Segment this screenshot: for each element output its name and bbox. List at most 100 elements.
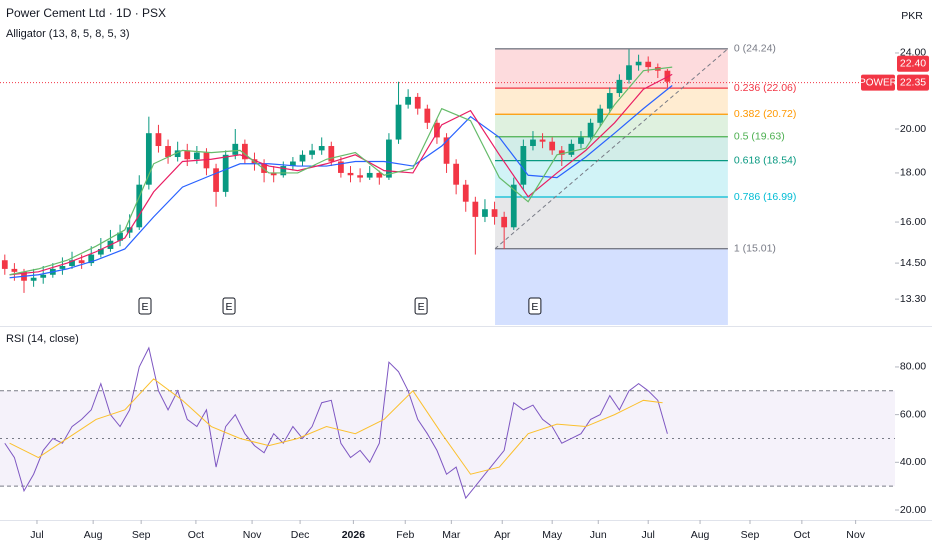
candle-body	[539, 139, 546, 142]
fib-label: 0 (24.24)	[734, 43, 776, 55]
candle-body	[280, 166, 287, 176]
candle-body	[78, 260, 85, 264]
candle-body	[59, 265, 66, 269]
candle-body	[203, 152, 210, 169]
symbol-tag	[861, 74, 895, 91]
candle-body	[261, 163, 267, 173]
candle-body	[568, 143, 575, 155]
candle-body	[549, 141, 556, 151]
earnings-marker	[138, 297, 152, 315]
candle-body	[386, 139, 392, 178]
price-tag	[897, 74, 929, 91]
fib-label: 0.5 (19.63)	[734, 131, 785, 143]
earnings-marker	[414, 297, 428, 315]
earnings-marker	[528, 297, 542, 315]
candle-body	[299, 154, 306, 162]
rsi-title: RSI (14, close)	[6, 333, 79, 345]
price-tag-label: 22.35	[900, 76, 926, 88]
x-tick-label: Aug	[84, 529, 103, 541]
candle-body	[155, 133, 162, 147]
earnings-label: E	[141, 301, 148, 313]
price-tag	[897, 55, 929, 72]
candle-body	[376, 172, 383, 178]
candle-body	[424, 108, 431, 123]
rsi-line	[9, 378, 663, 475]
y-tick-label: 20.00	[900, 504, 926, 516]
x-tick-label: Oct	[188, 529, 204, 541]
candle-body	[145, 133, 152, 185]
price-tag-label: 22.40	[900, 58, 926, 70]
candle-body	[635, 61, 642, 66]
candle-body	[530, 139, 536, 147]
candle-body	[510, 184, 517, 228]
y-tick-label: 40.00	[900, 456, 926, 468]
fib-zone	[495, 160, 728, 198]
x-tick-label: May	[542, 529, 563, 541]
fib-zone	[495, 197, 728, 249]
x-tick-label: Apr	[494, 529, 511, 541]
candle-body	[414, 96, 421, 109]
candle-body	[11, 268, 18, 272]
candle-body	[578, 137, 584, 144]
candle-body	[558, 150, 565, 155]
candle-body	[270, 172, 277, 176]
chart-title: Power Cement Ltd · 1D · PSX	[6, 6, 166, 20]
x-tick-label: Jul	[641, 529, 654, 541]
x-tick-label: Oct	[794, 529, 810, 541]
fib-label: 0.236 (22.06)	[734, 82, 796, 94]
earnings-marker	[222, 297, 236, 315]
fib-zone	[495, 136, 728, 161]
candle-body	[395, 104, 402, 140]
candle-body	[318, 146, 325, 151]
candle-body	[40, 274, 47, 278]
candle-body	[136, 184, 143, 228]
y-tick-label: 80.00	[900, 361, 926, 373]
x-tick-label: Jul	[30, 529, 43, 541]
y-tick-label: 20.00	[900, 123, 926, 135]
fib-label: 0.786 (16.99)	[734, 191, 796, 203]
earnings-label: E	[531, 301, 538, 313]
y-tick-label: 60.00	[900, 408, 926, 420]
x-tick-label: 2026	[342, 529, 366, 541]
candle-body	[69, 260, 75, 266]
candle-body	[357, 175, 363, 178]
candle-body	[443, 137, 450, 164]
y-tick-label: 14.50	[900, 257, 926, 269]
candle-body	[290, 161, 296, 167]
x-tick-label: Nov	[243, 529, 262, 541]
currency: PKR	[901, 10, 923, 22]
alligator-line	[9, 73, 673, 276]
indicator-title: Alligator (13, 8, 5, 8, 5, 3)	[6, 28, 130, 40]
candle-body	[184, 150, 191, 160]
earnings-label: E	[418, 301, 425, 313]
fib-label: 0.382 (20.72)	[734, 108, 796, 120]
candle-body	[222, 154, 229, 192]
candle-body	[328, 146, 335, 162]
candle-body	[88, 254, 95, 264]
candle-body	[520, 146, 527, 185]
candle-body	[117, 232, 123, 241]
x-tick-label: Dec	[291, 529, 310, 541]
x-tick-label: Feb	[396, 529, 414, 541]
rsi-band-fill	[0, 390, 895, 487]
x-tick-label: Mar	[442, 529, 461, 541]
fib-label: 0.618 (18.54)	[734, 154, 796, 166]
x-tick-label: Sep	[741, 529, 760, 541]
x-tick-label: Sep	[132, 529, 151, 541]
candle-body	[165, 146, 171, 158]
rsi-line	[4, 346, 668, 500]
candle-body	[309, 150, 315, 155]
fib-label: 1 (15.01)	[734, 242, 776, 254]
y-tick-label: 13.30	[900, 293, 926, 305]
fib-trend-line	[494, 48, 729, 250]
alligator-line	[9, 85, 673, 279]
candle-body	[482, 209, 488, 217]
candle-body	[491, 209, 498, 217]
y-tick-label: 18.00	[900, 167, 926, 179]
x-tick-label: Aug	[691, 529, 710, 541]
alligator-line	[9, 66, 673, 276]
candle-body	[587, 122, 594, 138]
candle-body	[405, 96, 412, 105]
candle-body	[645, 61, 652, 68]
